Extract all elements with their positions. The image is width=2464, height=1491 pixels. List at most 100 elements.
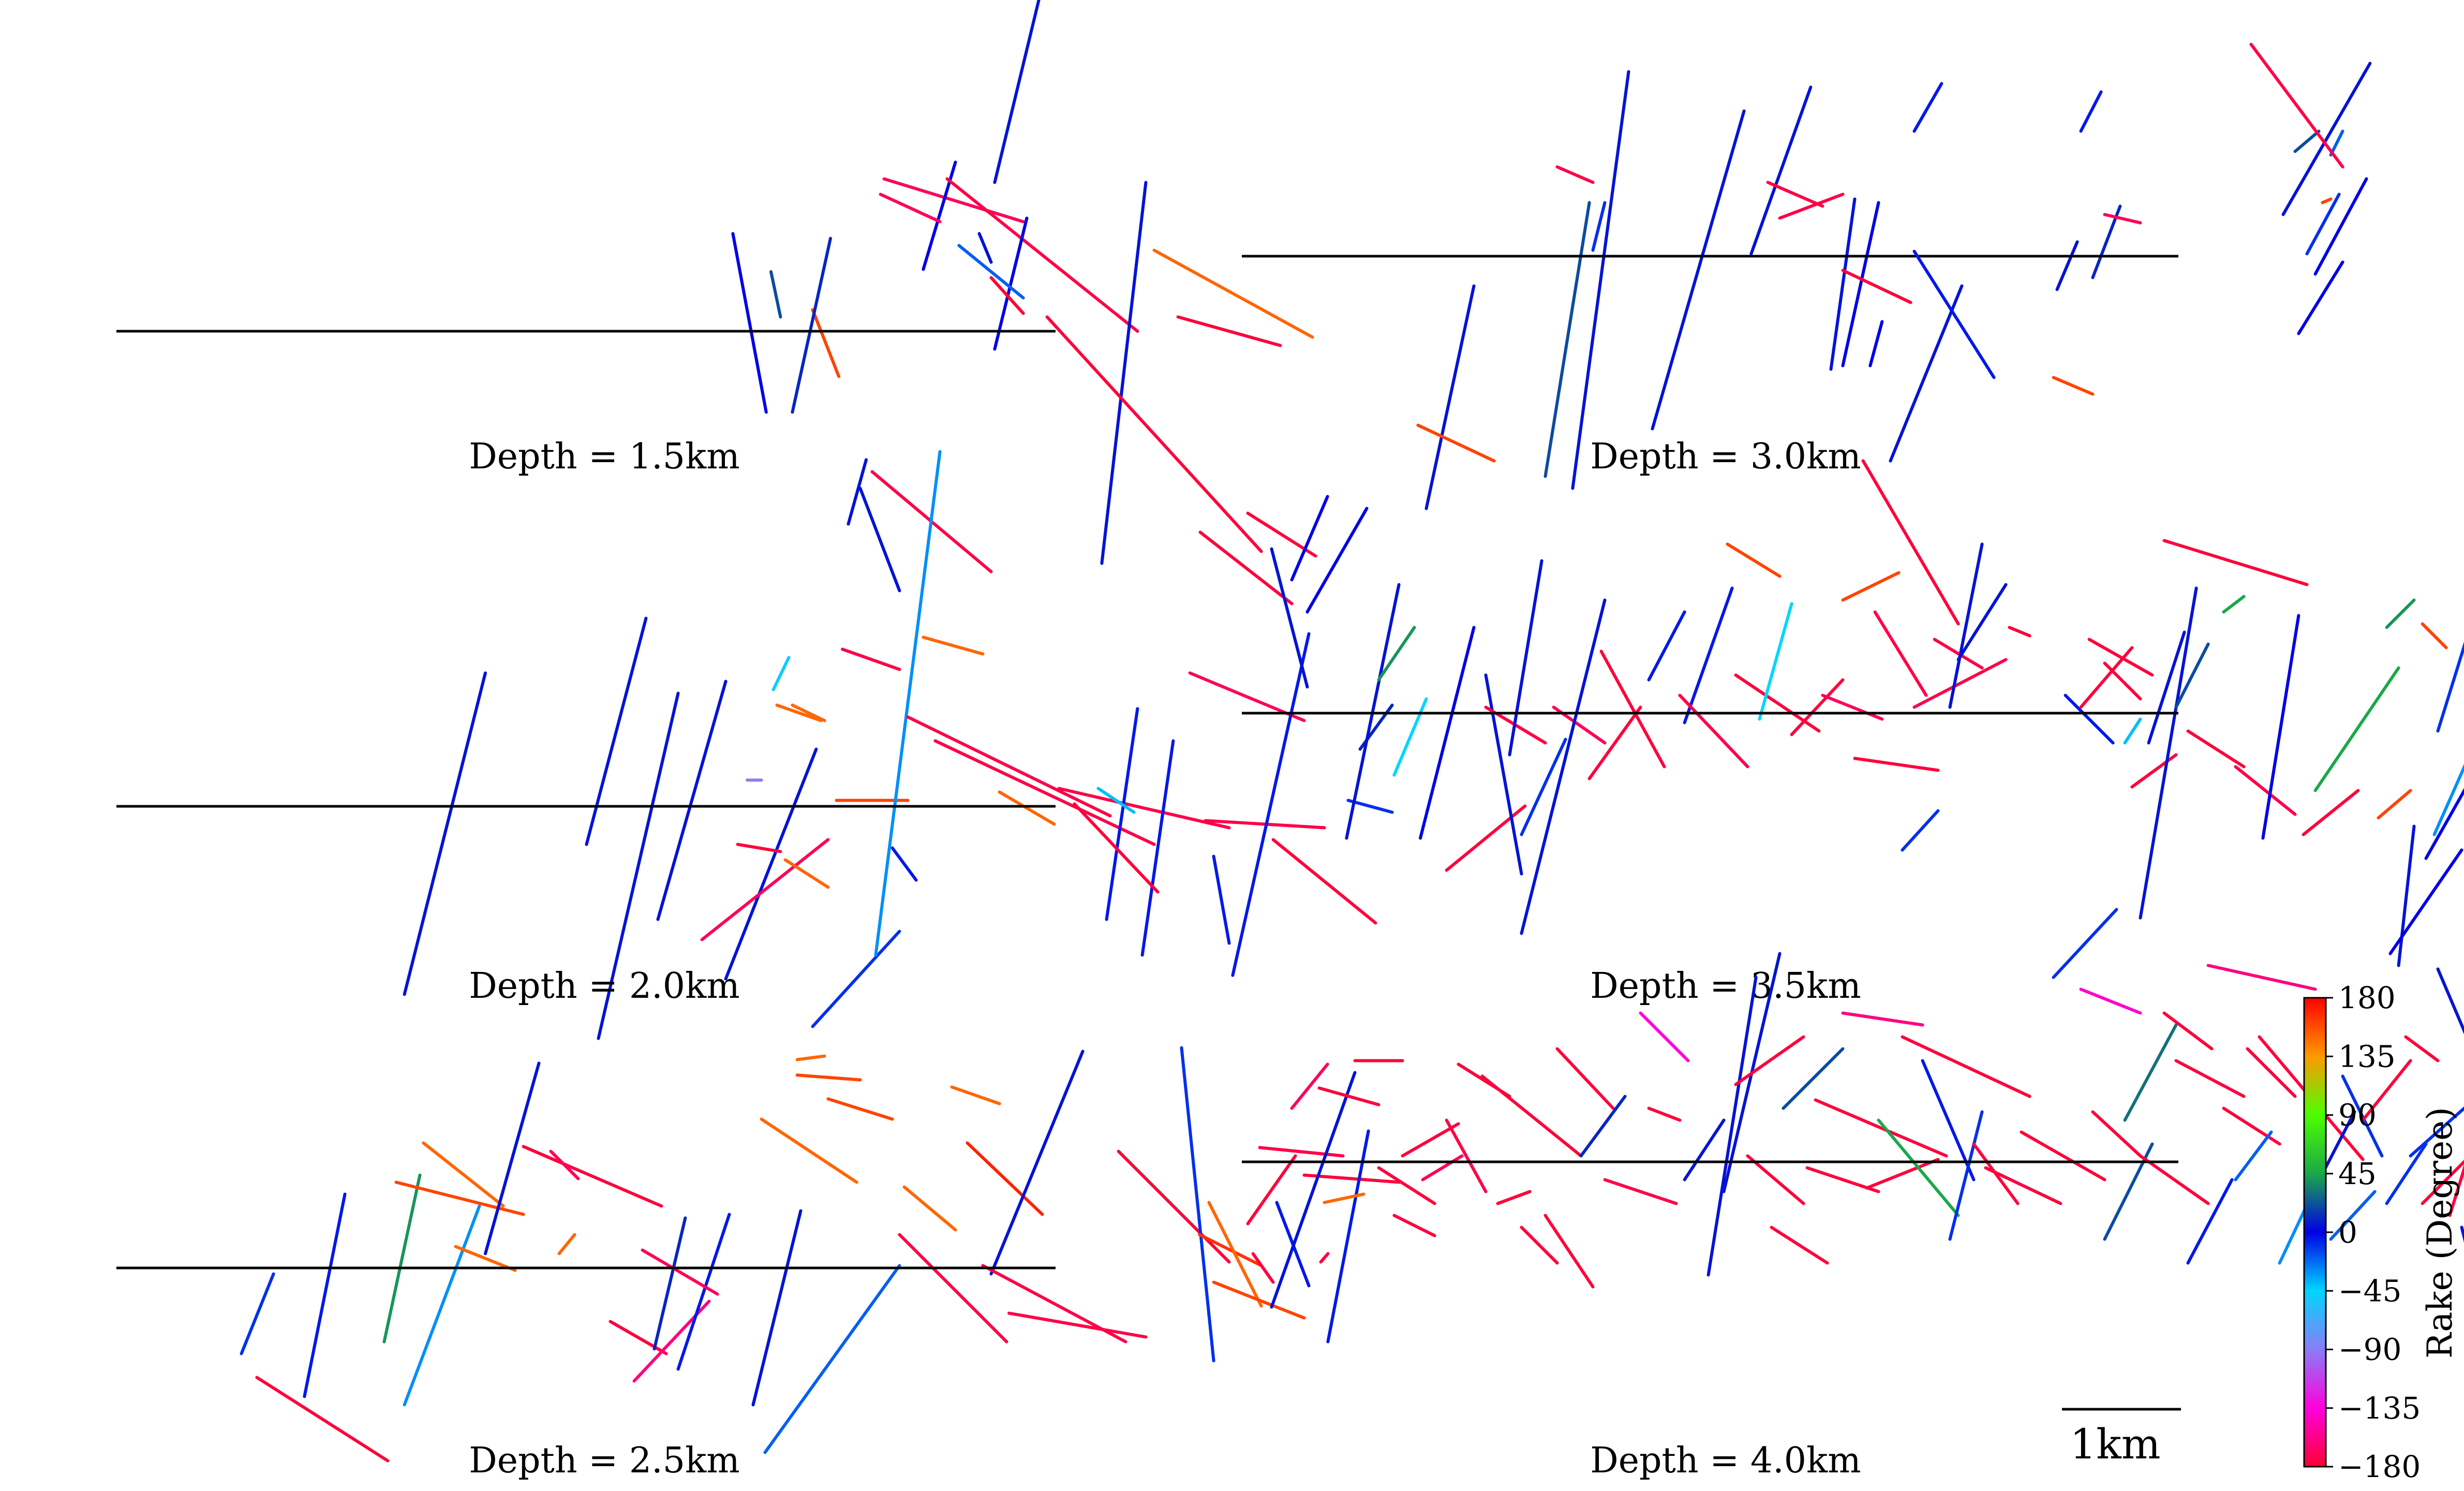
fault-segment <box>1270 547 1309 689</box>
fault-segment <box>993 216 1029 351</box>
depth-panel: Depth = 3.0km <box>1242 42 2372 510</box>
fault-segment <box>771 656 791 691</box>
fault-segment <box>1152 248 1314 339</box>
colorbar-tick-label: −135 <box>2338 1391 2421 1426</box>
fault-segment <box>1647 1106 1682 1122</box>
fault-segment <box>1096 787 1136 814</box>
fault-segment <box>1948 542 1984 709</box>
fault-segment <box>795 1054 826 1061</box>
fault-segment <box>608 1320 668 1355</box>
fault-segment <box>1647 610 1686 682</box>
colorbar-label: Rake (Degree) <box>2420 1107 2460 1359</box>
fault-segment <box>1948 1110 1984 1241</box>
fault-segment <box>783 858 830 889</box>
colorbar-tick-label: −45 <box>2338 1273 2401 1308</box>
fault-segment <box>2421 622 2448 649</box>
fault-segment <box>1841 571 1901 602</box>
fault-segment <box>454 1245 517 1272</box>
fault-segment <box>2436 967 2464 1035</box>
fault-segment <box>2397 824 2416 967</box>
panel-caption: Depth = 1.5km <box>469 436 739 477</box>
fault-segment <box>422 1141 505 1208</box>
fault-segment <box>1377 626 1416 682</box>
fault-segment <box>2246 1047 2297 1098</box>
fault-segment <box>2079 987 2142 1015</box>
panel-caption: Depth = 3.0km <box>1590 436 1861 477</box>
fault-segment <box>2424 788 2464 860</box>
fault-segment <box>1416 423 1496 463</box>
fault-segment <box>2293 129 2321 153</box>
fault-segment <box>1770 1226 1829 1265</box>
fault-segment <box>1555 165 1595 184</box>
fault-segment <box>1392 697 1428 777</box>
fault-segment <box>1198 1233 1263 1267</box>
fault-segment <box>2139 1154 2210 1205</box>
fault-segment <box>2222 1106 2281 1146</box>
fault-segment <box>549 1149 580 1180</box>
fault-segment <box>2341 1074 2384 1158</box>
fault-segment <box>998 790 1056 826</box>
fault-segment <box>1140 739 1175 957</box>
fault-segment <box>950 1085 1001 1105</box>
fault-segment <box>1591 201 1607 252</box>
depth-panel: Depth = 3.5km <box>1198 249 2464 1007</box>
fault-segment <box>1401 1122 1460 1158</box>
fault-segment <box>1246 1154 1297 1226</box>
fault-segment <box>1841 201 1880 367</box>
fault-segment <box>791 237 832 414</box>
fault-segment <box>1419 626 1476 840</box>
fault-segment <box>2460 1226 2464 1243</box>
fault-segment <box>751 1209 803 1407</box>
colorbar-ticks: 180 135 90 45 0 −45 −90 −135 −180 <box>2326 980 2421 1484</box>
fault-segment <box>2162 539 2309 586</box>
fault-segment <box>957 244 1025 300</box>
fault-segment <box>775 703 823 722</box>
fault-segment <box>2064 693 2115 745</box>
fault-segment <box>1749 85 1813 256</box>
fault-segment <box>736 843 782 853</box>
fault-segment <box>1901 1035 2031 1098</box>
fault-segment <box>858 486 901 593</box>
fault-segment <box>1734 1035 1805 1086</box>
fault-segment <box>2377 789 2412 820</box>
fault-segment <box>2329 129 2344 157</box>
fault-segment <box>1868 320 1884 367</box>
fault-segment <box>902 1185 957 1232</box>
fault-segment <box>1901 809 1940 852</box>
fault-segment <box>874 450 942 957</box>
fault-segment <box>1587 705 1642 780</box>
fault-segment <box>1207 1201 1263 1308</box>
depth-panel: Depth = 1.5km <box>116 0 1314 593</box>
fault-segment <box>1543 1214 1595 1289</box>
fault-segment <box>966 1141 1044 1216</box>
fault-segment <box>1377 1166 1436 1205</box>
depth-panel: Depth = 2.0km <box>116 450 1394 1040</box>
fault-segment <box>922 636 985 656</box>
fault-segment <box>1678 693 1749 769</box>
fault-segment <box>2139 586 2198 920</box>
fault-segment <box>1520 737 1567 836</box>
fault-segment <box>1520 598 1607 935</box>
fault-segment <box>1579 1095 1627 1158</box>
fault-segment <box>841 647 901 671</box>
depth-panel: Depth = 4.0km <box>1242 908 2464 1481</box>
fault-segment <box>522 1145 663 1208</box>
fault-segment <box>1639 1011 1690 1062</box>
fault-segment <box>1853 757 1940 772</box>
fault-segment <box>1758 602 1793 721</box>
fault-segment <box>1956 583 2008 661</box>
fault-segment <box>1571 70 1630 490</box>
fault-segment <box>2206 964 2317 991</box>
fault-segment <box>1345 583 1401 840</box>
fault-segment <box>1766 181 1824 208</box>
fault-segment <box>1555 1047 1615 1110</box>
fault-segment <box>1726 542 1782 578</box>
fault-segment <box>585 616 648 846</box>
fault-segment <box>1543 201 1591 478</box>
fault-segment <box>1445 804 1527 872</box>
fault-segment <box>1231 632 1311 977</box>
fault-segment <box>2281 62 2372 216</box>
fault-segment <box>557 1233 576 1256</box>
fault-segment <box>1861 459 1960 626</box>
